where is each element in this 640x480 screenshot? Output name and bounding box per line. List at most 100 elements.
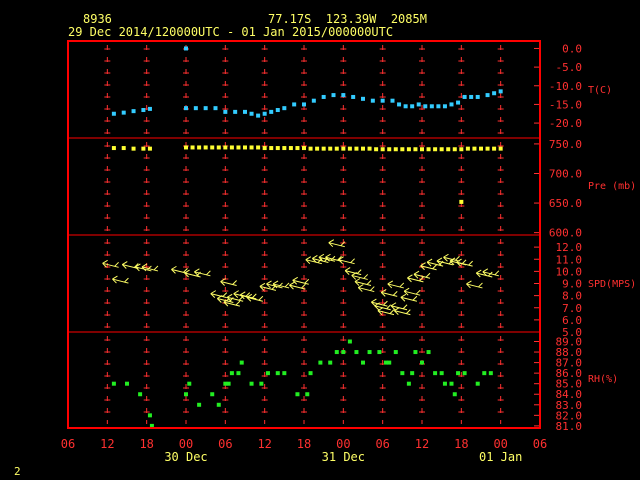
temperature-point (498, 89, 503, 94)
x-tick-label: 00 (493, 437, 507, 451)
barb-shaft (217, 297, 234, 303)
rh-point (236, 371, 241, 376)
barb-shaft (456, 261, 473, 267)
barb-head (338, 256, 344, 261)
rh-point (210, 392, 215, 397)
temperature-point (223, 109, 228, 114)
pressure-point (426, 147, 431, 152)
pressure-point (459, 199, 464, 204)
temperature-point (410, 104, 415, 109)
barb-head (449, 260, 455, 266)
barb-feather (468, 260, 473, 266)
y-tick-label: -15.0 (549, 98, 582, 111)
barb-shaft (289, 284, 306, 290)
x-tick-label: 00 (336, 437, 350, 451)
y-tick-label: 12.0 (556, 241, 583, 254)
barb-head (141, 266, 147, 272)
pressure-point (420, 147, 424, 152)
y-tick-label: 750.0 (549, 138, 582, 151)
barb-shaft (482, 271, 499, 277)
barb-feather (494, 270, 500, 276)
rh-point (420, 360, 424, 365)
barb-head (482, 268, 489, 273)
barb-head (272, 283, 278, 289)
pressure-point (184, 145, 188, 150)
wind-barb (387, 280, 405, 289)
wind-barb (413, 270, 431, 279)
wind-barb (393, 307, 411, 316)
temperature-point (456, 100, 461, 105)
barb-head (305, 259, 311, 265)
temperature-point (341, 93, 346, 98)
y-tick-label: 8.0 (562, 290, 582, 303)
barb-shaft (394, 310, 411, 316)
barb-head (371, 298, 377, 303)
barb-head (194, 271, 199, 277)
barb-shaft (466, 283, 483, 289)
barb-shaft (328, 242, 345, 248)
barb-head (456, 261, 461, 267)
rh-point (265, 371, 270, 376)
barb-head (466, 280, 472, 285)
barb-head (240, 291, 246, 296)
pressure-point (269, 146, 274, 151)
rh-point (197, 402, 202, 407)
temperature-point (203, 106, 208, 111)
y-tick-label: 650.0 (549, 197, 582, 210)
temperature-point (193, 106, 198, 111)
rh-point (147, 413, 152, 418)
rh-point (361, 360, 365, 365)
barb-head (449, 257, 456, 262)
barb-head (259, 285, 265, 291)
barb-head (426, 261, 432, 267)
wind-barb (443, 253, 460, 262)
temperature-point (213, 106, 218, 111)
pressure-point (282, 146, 287, 151)
pressure-point (374, 147, 379, 152)
barb-head (403, 287, 410, 292)
barb-head (122, 261, 128, 265)
barb-shaft (227, 296, 244, 302)
y-tick-label: 7.0 (562, 302, 582, 315)
pressure-point (147, 146, 152, 151)
temperature-point (111, 111, 116, 116)
rh-point (295, 392, 300, 397)
barb-shaft (354, 281, 372, 286)
pressure-point (210, 145, 215, 150)
barb-head (390, 305, 396, 311)
barb-head (266, 280, 272, 285)
x-tick-label: 06 (533, 437, 547, 451)
wind-barb (292, 276, 310, 285)
rh-axis-label: RH(%) (588, 374, 618, 385)
wind-barb (456, 258, 473, 267)
barb-head (141, 263, 148, 268)
barb-feather (147, 265, 152, 271)
barb-shaft (358, 287, 375, 293)
barb-head (374, 305, 380, 311)
barb-feather (350, 258, 355, 264)
pressure-point (223, 145, 228, 150)
barb-head (351, 275, 357, 280)
rh-point (318, 360, 323, 365)
barb-head (325, 256, 330, 262)
wind-barb (141, 263, 159, 272)
barb-head (436, 257, 443, 262)
pressure-axis-label: Pre (mb) (588, 181, 636, 192)
barb-feather (366, 280, 372, 285)
barb-head (318, 256, 324, 262)
barb-shaft (404, 290, 421, 296)
temperature-point (121, 110, 126, 115)
barb-head (171, 265, 177, 270)
wind-barb (371, 298, 388, 307)
y-tick-label: 6.0 (562, 314, 582, 327)
barb-head (358, 284, 364, 288)
barb-feather (405, 309, 411, 314)
barb-head (466, 283, 471, 289)
rh-point (275, 371, 280, 376)
rh-point (475, 381, 480, 386)
pressure-point (446, 147, 451, 152)
barb-shaft (371, 301, 388, 307)
pressure-point (249, 145, 254, 150)
barb-shaft (223, 301, 241, 307)
x-tick-label: 06 (375, 437, 389, 451)
